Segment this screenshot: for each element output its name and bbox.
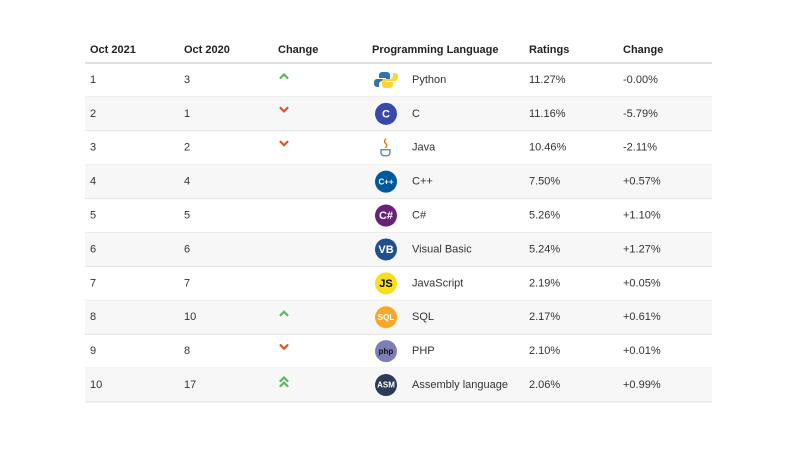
python-icon	[382, 72, 398, 88]
language-icon	[375, 272, 397, 295]
cell: C#	[412, 209, 427, 221]
cell: 7.50%	[529, 176, 560, 188]
row-shade	[85, 368, 712, 402]
cell: C	[412, 108, 420, 120]
header-cell: Ratings	[529, 44, 569, 56]
cell: 2	[184, 142, 190, 154]
cell: 6	[90, 243, 96, 255]
trend-arrow	[279, 344, 289, 351]
cell: 2.17%	[529, 311, 560, 323]
cell: 8	[90, 311, 96, 323]
trend-arrow	[279, 375, 289, 383]
cell: 4	[184, 176, 190, 188]
cell: JavaScript	[412, 277, 463, 289]
cell: +0.99%	[623, 379, 661, 391]
cell: 11.27%	[529, 74, 566, 86]
language-icon	[375, 204, 397, 227]
trend-arrow	[279, 106, 289, 113]
row-shade	[85, 300, 712, 335]
trend-arrow	[279, 72, 289, 80]
cell: +0.61%	[623, 311, 661, 323]
header-cell: Change	[623, 44, 663, 56]
icon-label: VB	[378, 244, 393, 256]
cell: 10	[90, 379, 102, 391]
cell: 17	[184, 379, 196, 391]
row-shade	[85, 232, 712, 267]
cell: 11.16%	[529, 108, 566, 120]
cell: 5	[184, 209, 190, 221]
cell: 6	[184, 243, 190, 255]
language-icon	[375, 306, 397, 329]
cell: 8	[184, 345, 190, 357]
python-icon	[374, 71, 390, 87]
row-shade	[85, 96, 712, 131]
icon-label: JS	[379, 278, 392, 290]
cell: 2	[90, 108, 96, 120]
trend-arrow	[279, 380, 289, 388]
language-icon	[375, 374, 397, 397]
cell: 10	[184, 311, 196, 323]
cell: 2.10%	[529, 345, 560, 357]
cell: 5.26%	[529, 209, 560, 221]
header-cell: Oct 2020	[184, 44, 230, 56]
icon-label: php	[379, 347, 394, 356]
header-cell: Programming Language	[372, 44, 499, 56]
icon-label: ASM	[377, 381, 395, 390]
cell: 10.46%	[529, 142, 567, 154]
icon-label: SQL	[378, 313, 395, 322]
cell: PHP	[412, 345, 435, 357]
cell: 5	[90, 209, 96, 221]
language-icon	[375, 340, 397, 363]
cell: Python	[412, 74, 446, 86]
cell: 5.24%	[529, 243, 560, 255]
cell: 3	[184, 74, 190, 86]
trend-arrow	[279, 310, 289, 317]
cell: 1	[184, 108, 190, 120]
language-icon	[375, 238, 397, 261]
cell: 7	[90, 277, 96, 289]
cell: +0.05%	[623, 277, 661, 289]
language-icon	[375, 170, 397, 193]
cell: SQL	[412, 311, 434, 323]
cell: +1.27%	[623, 243, 661, 255]
cell: C++	[412, 176, 433, 188]
cell: 2.06%	[529, 379, 560, 391]
icon-label: C#	[379, 210, 393, 222]
cell: +0.01%	[623, 345, 661, 357]
cell: +1.10%	[623, 209, 661, 221]
icon-label: C	[382, 108, 390, 120]
cell: -2.11%	[623, 142, 657, 154]
trend-arrow	[279, 140, 289, 147]
row-shade	[85, 164, 712, 199]
cell: Assembly language	[412, 379, 508, 391]
cell: -0.00%	[623, 74, 658, 86]
language-icon	[375, 102, 397, 125]
cell: 1	[90, 74, 96, 86]
cell: 7	[184, 277, 190, 289]
cell: 4	[90, 176, 96, 188]
icon-label: C++	[378, 177, 393, 186]
header-cell: Oct 2021	[90, 44, 136, 56]
java-icon	[380, 149, 391, 157]
cell: 9	[90, 345, 96, 357]
cell: 2.19%	[529, 277, 560, 289]
cell: -5.79%	[623, 108, 658, 120]
java-icon	[383, 138, 388, 149]
cell: Visual Basic	[412, 243, 472, 255]
cell: Java	[412, 142, 436, 154]
cell: +0.57%	[623, 176, 661, 188]
cell: 3	[90, 142, 96, 154]
header-cell: Change	[278, 44, 318, 56]
